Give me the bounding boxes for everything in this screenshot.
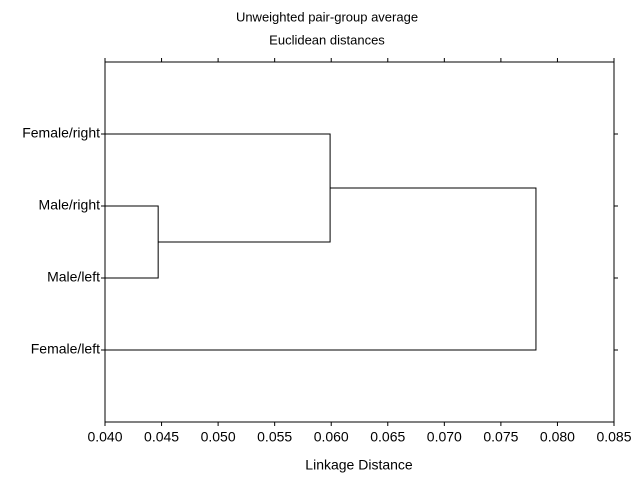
x-tick-label: 0.045 [144, 429, 179, 445]
dendrogram-link [105, 187, 537, 351]
leaf-label: Female/right [22, 125, 100, 141]
x-tick-label: 0.070 [427, 429, 462, 445]
x-tick-label: 0.080 [540, 429, 575, 445]
x-tick-label: 0.040 [87, 429, 122, 445]
x-tick-label: 0.065 [370, 429, 405, 445]
dendrogram-link [105, 133, 331, 243]
leaf-label: Male/right [39, 197, 101, 213]
x-tick-label: 0.055 [257, 429, 292, 445]
x-tick-label: 0.050 [201, 429, 236, 445]
x-axis-label: Linkage Distance [305, 457, 413, 473]
chart-subtitle: Euclidean distances [269, 32, 385, 47]
chart-title: Unweighted pair-group average [236, 9, 418, 24]
leaf-label: Male/left [47, 269, 100, 285]
plot-frame [104, 61, 615, 423]
x-tick-label: 0.060 [314, 429, 349, 445]
dendrogram-link [105, 205, 159, 279]
leaf-label: Female/left [31, 341, 100, 357]
x-tick-label: 0.075 [483, 429, 518, 445]
x-tick-label: 0.085 [596, 429, 631, 445]
